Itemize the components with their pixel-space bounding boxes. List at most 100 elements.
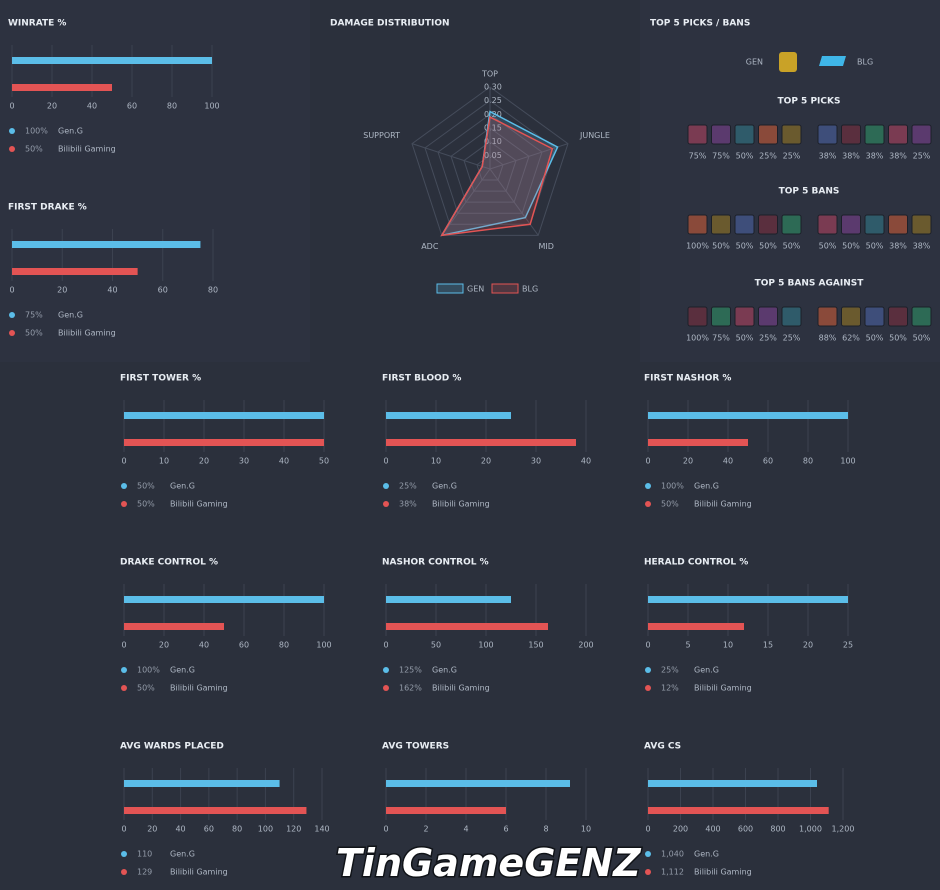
champion-icon	[734, 124, 755, 145]
bar	[12, 268, 138, 275]
legend-dot	[121, 483, 127, 489]
pick-rate: 62%	[842, 334, 860, 343]
chart-title: FIRST DRAKE %	[8, 203, 87, 213]
section-heading: TOP 5 BANS	[779, 187, 840, 197]
champion-icon	[888, 214, 908, 235]
legend-dot	[121, 851, 127, 857]
x-tick-label: 100	[204, 102, 219, 111]
legend-label: Bilibili Gaming	[694, 500, 752, 509]
x-tick-label: 20	[159, 641, 169, 650]
chart-title: AVG WARDS PLACED	[120, 742, 224, 752]
legend-dot	[121, 869, 127, 875]
x-tick-label: 15	[763, 641, 773, 650]
legend-dot	[9, 312, 15, 318]
chart-title: HERALD CONTROL %	[644, 558, 748, 568]
legend-label: Bilibili Gaming	[432, 500, 490, 509]
grid-ring	[450, 127, 530, 203]
x-tick-label: 10	[723, 641, 733, 650]
legend-label: Bilibili Gaming	[432, 684, 490, 693]
legend-value: 100%	[137, 666, 160, 675]
radar-area	[440, 115, 554, 237]
pick-rate: 50%	[736, 152, 754, 161]
x-tick-label: 25	[843, 641, 853, 650]
x-tick-label: 20	[147, 825, 157, 834]
bar	[386, 807, 506, 814]
legend-value: 25%	[661, 666, 679, 675]
legend-label: Bilibili Gaming	[58, 329, 116, 338]
grid-ring	[476, 154, 504, 181]
grid-ring	[463, 141, 517, 192]
x-tick-label: 60	[763, 457, 773, 466]
legend-label: Gen.G	[58, 127, 83, 136]
x-tick-label: 80	[167, 102, 177, 111]
watermark: TinGameGENZ	[336, 841, 642, 885]
legend-label: Gen.G	[694, 666, 719, 675]
x-tick-label: 60	[239, 641, 249, 650]
chart-title: FIRST NASHOR %	[644, 374, 731, 384]
x-tick-label: 40	[279, 457, 289, 466]
bar	[648, 596, 848, 603]
x-tick-label: 10	[581, 825, 591, 834]
x-tick-label: 20	[481, 457, 491, 466]
legend-dot	[645, 667, 651, 673]
x-tick-label: 0	[383, 457, 388, 466]
x-tick-label: 1,000	[799, 825, 822, 834]
section-title: TOP 5 PICKS / BANS	[650, 19, 750, 29]
legend-label: BLG	[522, 285, 538, 294]
axis-label: ADC	[421, 242, 439, 251]
x-tick-label: 80	[803, 457, 813, 466]
bar	[386, 623, 548, 630]
legend-dot	[645, 851, 651, 857]
legend-dot	[383, 685, 389, 691]
x-tick-label: 2	[423, 825, 428, 834]
x-tick-label: 0	[383, 641, 388, 650]
x-tick-label: 0	[9, 102, 14, 111]
spoke	[489, 143, 569, 170]
grid-ring	[437, 113, 543, 214]
legend-label: Gen.G	[694, 482, 719, 491]
legend-label: GEN	[467, 285, 484, 294]
x-tick-label: 50	[319, 457, 329, 466]
panel	[0, 0, 310, 362]
champion-icon	[781, 124, 802, 145]
axis-label: SUPPORT	[363, 131, 400, 140]
pick-rate: 88%	[819, 334, 837, 343]
legend-label: Gen.G	[170, 666, 195, 675]
legend-value: 50%	[137, 684, 155, 693]
x-tick-label: 0	[9, 286, 14, 295]
legend-dot	[645, 483, 651, 489]
gen-logo	[779, 52, 797, 72]
legend-dot	[645, 501, 651, 507]
r-tick-label: 0.10	[484, 137, 502, 146]
x-tick-label: 0	[121, 825, 126, 834]
legend-value: 100%	[661, 482, 684, 491]
x-tick-label: 30	[531, 457, 541, 466]
legend-value: 1,112	[661, 868, 684, 877]
x-tick-label: 20	[803, 641, 813, 650]
x-tick-label: 200	[673, 825, 688, 834]
legend-label: Gen.G	[432, 666, 457, 675]
x-tick-label: 0	[645, 825, 650, 834]
chart-title: FIRST BLOOD %	[382, 374, 461, 384]
axis-label: MID	[538, 242, 553, 251]
chart-title: AVG TOWERS	[382, 742, 449, 752]
chart-title: WINRATE %	[8, 19, 66, 29]
champion-icon	[687, 214, 708, 235]
x-tick-label: 6	[503, 825, 508, 834]
champion-icon	[888, 124, 908, 145]
pick-rate: 38%	[889, 152, 907, 161]
bar	[648, 780, 817, 787]
x-tick-label: 20	[47, 102, 57, 111]
pick-rate: 38%	[842, 152, 860, 161]
champion-icon	[864, 214, 885, 235]
legend-value: 125%	[399, 666, 422, 675]
chart-title: AVG CS	[644, 742, 681, 752]
champion-icon	[864, 124, 885, 145]
x-tick-label: 40	[199, 641, 209, 650]
pick-rate: 50%	[759, 242, 777, 251]
x-tick-label: 10	[159, 457, 169, 466]
champion-icon	[817, 214, 838, 235]
champion-icon	[711, 124, 731, 145]
